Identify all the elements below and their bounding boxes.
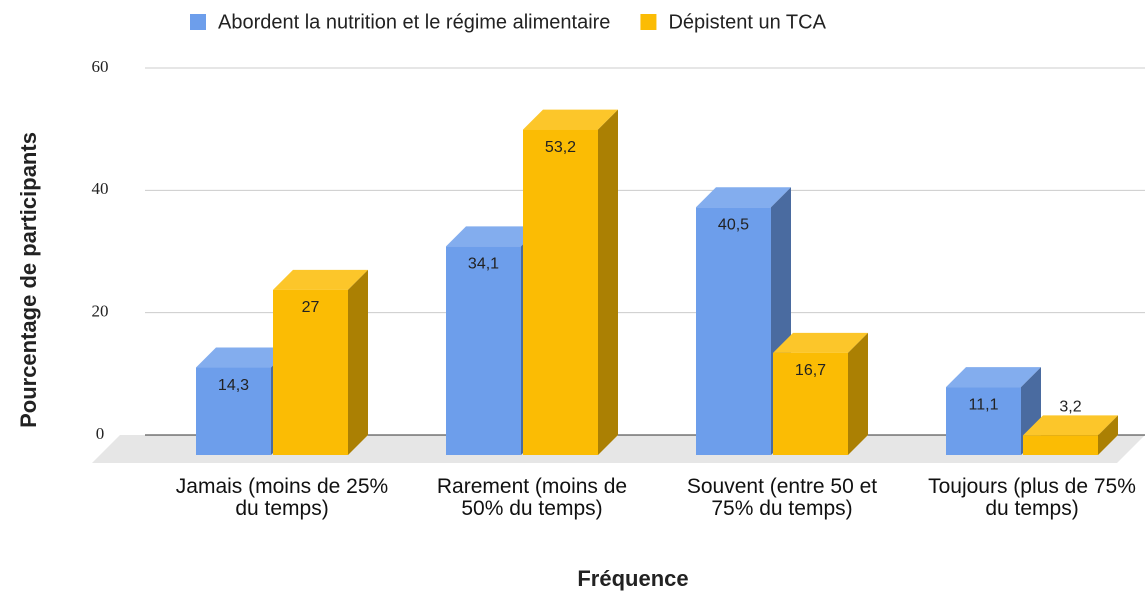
bar bbox=[273, 289, 348, 455]
data-label: 40,5 bbox=[718, 216, 749, 233]
x-tick-label: Jamais (moins de 25% du temps) bbox=[175, 475, 389, 520]
x-tick-label: Rarement (moins de 50% du temps) bbox=[436, 475, 628, 520]
bar bbox=[523, 129, 598, 456]
y-tick-label: 0 bbox=[96, 424, 105, 443]
legend-label: Dépistent un TCA bbox=[668, 11, 826, 33]
bar-top bbox=[273, 269, 368, 290]
bar-top bbox=[773, 332, 868, 353]
x-axis-title: Fréquence bbox=[577, 566, 688, 591]
bar bbox=[446, 246, 521, 455]
y-axis-title: Pourcentage de participants bbox=[16, 132, 41, 428]
bar-top bbox=[196, 347, 291, 368]
data-label: 27 bbox=[302, 299, 320, 316]
y-tick-label: 40 bbox=[92, 179, 109, 198]
bar-top bbox=[1023, 415, 1118, 436]
data-label: 34,1 bbox=[468, 256, 499, 273]
bar-side bbox=[348, 269, 368, 455]
x-tick-label: Souvent (entre 50 et 75% du temps) bbox=[686, 475, 878, 520]
bar bbox=[196, 367, 271, 455]
legend-swatch bbox=[190, 14, 206, 30]
bar-side bbox=[848, 332, 868, 455]
data-label: 3,2 bbox=[1059, 399, 1081, 416]
bar-top bbox=[523, 109, 618, 130]
bar-top bbox=[946, 367, 1041, 388]
bar-side bbox=[598, 109, 618, 456]
legend-label: Abordent la nutrition et le régime alime… bbox=[218, 11, 610, 33]
bar bbox=[696, 207, 771, 455]
bar bbox=[1023, 435, 1098, 455]
data-label: 16,7 bbox=[795, 362, 826, 379]
bar-top bbox=[446, 226, 541, 247]
x-tick-label: Toujours (plus de 75% du temps) bbox=[928, 475, 1136, 520]
y-tick-label: 60 bbox=[92, 57, 109, 76]
data-label: 14,3 bbox=[218, 377, 249, 394]
bar bbox=[946, 387, 1021, 455]
bar-top bbox=[696, 187, 791, 208]
bar-side bbox=[1098, 415, 1118, 455]
bar bbox=[773, 352, 848, 455]
legend-swatch bbox=[640, 14, 657, 30]
y-tick-label: 20 bbox=[92, 302, 109, 321]
data-label: 11,1 bbox=[969, 396, 999, 413]
data-label: 53,2 bbox=[545, 139, 576, 156]
